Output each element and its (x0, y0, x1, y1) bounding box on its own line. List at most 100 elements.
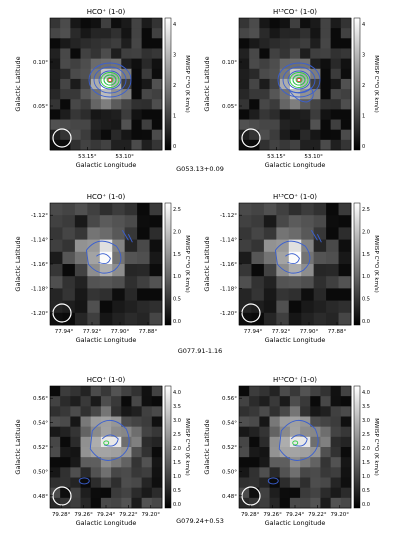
map-pixel (330, 487, 342, 499)
map-pixel (70, 119, 81, 131)
map-pixel (310, 109, 321, 120)
map-pixel (259, 68, 270, 80)
map-pixel (279, 467, 291, 478)
map-pixel (259, 99, 270, 110)
map-pixel (87, 300, 101, 314)
map-pixel (326, 300, 339, 314)
row-caption: G077.91-1.16 (178, 347, 223, 355)
map-pixel (141, 477, 153, 489)
y-tick-label: 0.05° (33, 104, 48, 110)
colorbar-tick-label: 4 (362, 22, 365, 28)
map-pixel (80, 436, 92, 448)
contour-blue (277, 62, 321, 98)
x-tick-label: 79.26° (263, 512, 282, 518)
map-pixel (90, 89, 102, 100)
y-tick-label: 0.52° (33, 445, 48, 451)
map-pixel (269, 457, 281, 468)
map-pixel (259, 78, 270, 90)
map-pixel (239, 78, 250, 90)
map-pixel (131, 436, 143, 448)
colorbar-tick-label: 1.0 (362, 474, 370, 480)
map-pixel (131, 28, 143, 39)
map-pixel (239, 18, 250, 29)
map-pixel (137, 288, 150, 301)
map-pixel (137, 276, 150, 289)
map-pixel (310, 28, 321, 39)
colorbar (353, 202, 361, 326)
map-pixel (80, 497, 92, 509)
x-tick-label: 79.20° (331, 512, 350, 518)
contour-blue (101, 434, 119, 447)
colorbar (164, 17, 172, 151)
map-pixel (310, 89, 321, 100)
map-pixel (251, 215, 265, 228)
map-pixel (80, 38, 92, 49)
map-pixel (70, 18, 81, 29)
map-pixel (80, 58, 92, 70)
map-pixel (131, 58, 143, 70)
map-pixel (70, 78, 81, 90)
y-tick-label: -1.14° (220, 238, 237, 244)
map-pixel (310, 78, 321, 90)
map-pixel (269, 129, 281, 141)
map-pixel (121, 139, 132, 151)
map-pixel (70, 89, 81, 100)
map-pixel (90, 58, 102, 70)
map-pixel (60, 487, 71, 499)
map-pixel (340, 58, 352, 70)
map-pixel (279, 89, 291, 100)
contours (277, 62, 321, 103)
y-axis-label: Galactic Latitude (14, 419, 22, 474)
contour-blue (311, 230, 322, 243)
map-pixel (80, 89, 92, 100)
map-pixel (111, 38, 122, 49)
colorbar-tick-label: 1.5 (362, 252, 370, 258)
map-pixel (50, 457, 61, 468)
row-2: HCO⁺ (1-0)77.94° 77.92° 77.90° 77.88°Galact… (14, 193, 380, 355)
map-pixel (320, 58, 332, 70)
map-pixel (310, 68, 321, 80)
map-pixel (326, 288, 339, 301)
map-pixel (259, 48, 270, 60)
colorbar-tick-label: 1.0 (173, 474, 181, 480)
map-pixel (300, 386, 311, 397)
map-pixel (121, 48, 132, 60)
map-pixel (62, 203, 76, 216)
map-pixel (330, 406, 342, 417)
map-pixel (249, 416, 260, 428)
contour-blue (274, 240, 311, 274)
map-pixel (151, 38, 163, 49)
colorbar-label: MWISP C¹⁸O (K km/s) (373, 418, 380, 476)
x-tick-label: 77.90° (300, 329, 319, 335)
map-pixel (111, 129, 122, 141)
map-pixel (100, 119, 112, 131)
y-axis-label: Galactic Latitude (203, 56, 211, 111)
map-pixel (300, 396, 311, 407)
map-pixel (289, 139, 301, 151)
map-pixel (70, 68, 81, 80)
map-pixel (269, 436, 281, 448)
map-pixel (300, 447, 311, 458)
map-pixel (80, 78, 92, 90)
map-pixel (320, 48, 332, 60)
map-pixel (141, 139, 153, 151)
panel-title: HCO⁺ (1-0) (87, 8, 126, 16)
map-pixel (121, 457, 132, 468)
map-pixel (249, 467, 260, 478)
map-pixel (259, 58, 270, 70)
map-pixel (90, 78, 102, 90)
map-pixel (269, 386, 281, 397)
map-pixel (330, 48, 342, 60)
map-pixel (330, 129, 342, 141)
map-pixel (289, 109, 301, 120)
map-pixel (338, 227, 352, 240)
map-pixel (263, 312, 277, 326)
panel-title: H¹³CO⁺ (1-0) (273, 376, 317, 384)
map-pixel (99, 312, 113, 326)
map-pixel (313, 312, 327, 326)
map-pixel (320, 78, 332, 90)
map-pixel (70, 396, 81, 407)
map-pixel (100, 68, 112, 80)
map-pixel (111, 396, 122, 407)
x-tick-label: 79.28° (52, 512, 71, 518)
